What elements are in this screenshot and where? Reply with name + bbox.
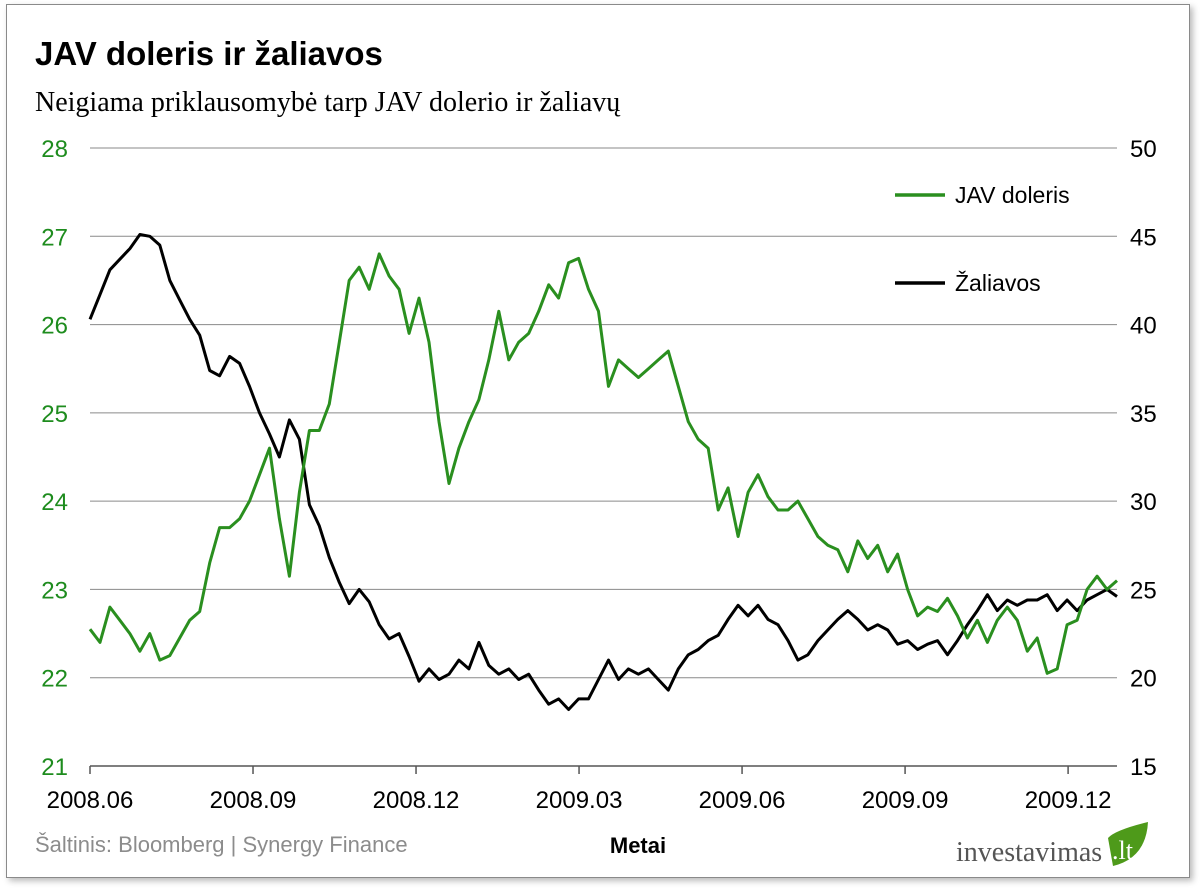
y-right-tick-label: 15 [1130, 754, 1157, 781]
chart-subtitle: Neigiama priklausomybė tarp JAV dolerio … [35, 87, 621, 118]
y-left-tick-label: 25 [41, 401, 68, 428]
y-right-tick-label: 30 [1130, 489, 1157, 516]
leaf-icon [1108, 822, 1148, 866]
y-left-tick-label: 23 [41, 577, 68, 604]
y-right-tick-label: 50 [1130, 136, 1157, 163]
y-right-tick-label: 20 [1130, 666, 1157, 693]
series-line-zaliavos [88, 233, 1118, 711]
investavimas-logo: investavimas .lt [956, 822, 1148, 868]
source-note: Šaltinis: Bloomberg | Synergy Finance [35, 832, 408, 857]
y-right-tick-label: 40 [1130, 313, 1157, 340]
x-axis-label: Metai [610, 833, 666, 858]
y-right-tick-label: 35 [1130, 401, 1157, 428]
y-left-tick-label: 24 [41, 489, 68, 516]
chart-frame [6, 4, 1190, 878]
y-left-tick-label: 22 [41, 666, 68, 693]
x-tick-label: 2009.03 [536, 787, 623, 814]
x-tick-label: 2008.09 [210, 787, 297, 814]
chart-title: JAV doleris ir žaliavos [35, 35, 383, 72]
legend-label: JAV doleris [955, 182, 1070, 208]
x-tick-label: 2008.06 [47, 787, 134, 814]
x-tick-label: 2008.12 [373, 787, 460, 814]
x-tick-label: 2009.06 [699, 787, 786, 814]
logo-suffix: .lt [1112, 836, 1134, 865]
y-left-tick-label: 28 [41, 136, 68, 163]
y-right-tick-label: 25 [1130, 577, 1157, 604]
y-right-tick-label: 45 [1130, 224, 1157, 251]
x-tick-label: 2009.09 [862, 787, 949, 814]
x-tick-label: 2009.12 [1025, 787, 1112, 814]
y-left-tick-label: 27 [41, 224, 68, 251]
y-left-tick-label: 26 [41, 313, 68, 340]
y-left-tick-label: 21 [41, 754, 68, 781]
logo-text: investavimas [956, 837, 1102, 868]
legend-label: Žaliavos [955, 270, 1041, 296]
series-line-jav-doleris [88, 252, 1118, 675]
